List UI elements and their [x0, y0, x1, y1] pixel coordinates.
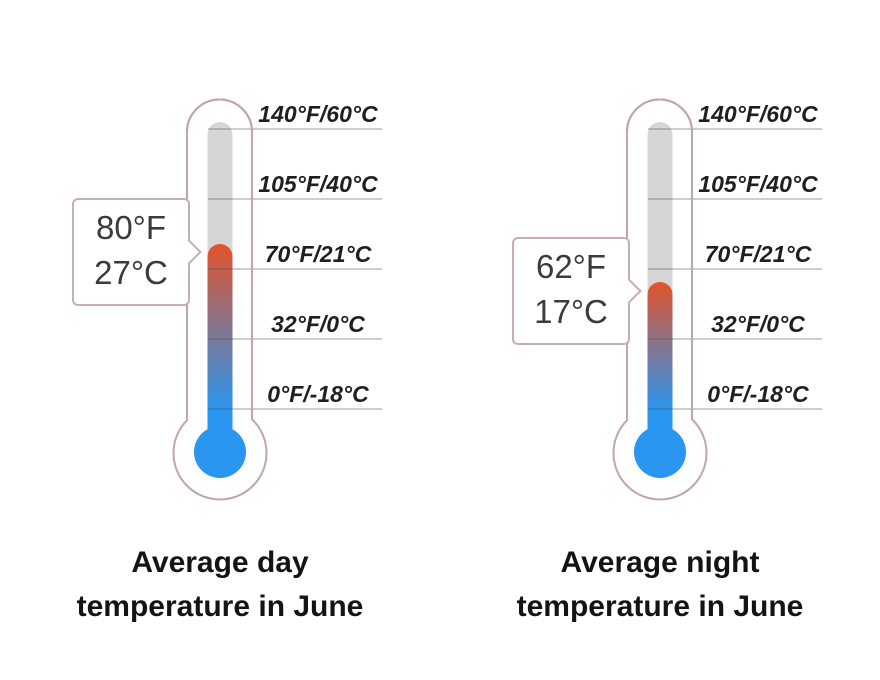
caption-day: Average day temperature in June	[18, 541, 422, 629]
thermometer-day-graphic	[172, 98, 382, 501]
thermometer-night-graphic	[612, 98, 822, 501]
callout-text: 80°F 27°C	[74, 200, 188, 295]
capsule-outline-overlay	[626, 98, 693, 420]
caption-line1: Average day	[131, 546, 309, 579]
thermometer-day-group: 140°F/60°C 105°F/40°C 70°F/21°C 32°F/0°C…	[18, 98, 422, 629]
scale-label: 0°F/-18°C	[707, 381, 809, 407]
temperature-callout-night: 62°F 17°C	[512, 237, 642, 345]
scale-label: 0°F/-18°C	[267, 381, 369, 407]
capsule-outline-overlay	[186, 98, 253, 420]
scale-lines	[648, 128, 822, 410]
callout-fahrenheit: 80°F	[95, 209, 167, 246]
scale-lines	[208, 128, 382, 410]
mercury-fill	[207, 244, 233, 462]
scale-label: 140°F/60°C	[258, 101, 378, 127]
caption-line1: Average night	[560, 546, 760, 579]
thermometer-night-group: 140°F/60°C 105°F/40°C 70°F/21°C 32°F/0°C…	[440, 0, 880, 680]
bulb-fill	[194, 426, 246, 478]
scale-label: 105°F/40°C	[258, 171, 378, 197]
scale-label: 70°F/21°C	[264, 241, 372, 267]
callout-fahrenheit: 62°F	[535, 248, 607, 285]
scale-label: 140°F/60°C	[698, 101, 818, 127]
scale-label: 70°F/21°C	[704, 241, 812, 267]
callout-text: 62°F 17°C	[514, 239, 628, 334]
callout-celsius: 27°C	[94, 254, 168, 291]
temperature-callout-day: 80°F 27°C	[72, 198, 202, 306]
bulb-fill	[634, 426, 686, 478]
mercury-fill	[647, 282, 673, 462]
caption-line2: temperature in June	[516, 590, 804, 623]
scale-label: 105°F/40°C	[698, 171, 818, 197]
caption-line2: temperature in June	[76, 590, 364, 623]
scale-label: 32°F/0°C	[271, 311, 365, 337]
scale-label: 32°F/0°C	[711, 311, 805, 337]
callout-celsius: 17°C	[534, 293, 608, 330]
caption-night: Average night temperature in June	[458, 541, 862, 629]
